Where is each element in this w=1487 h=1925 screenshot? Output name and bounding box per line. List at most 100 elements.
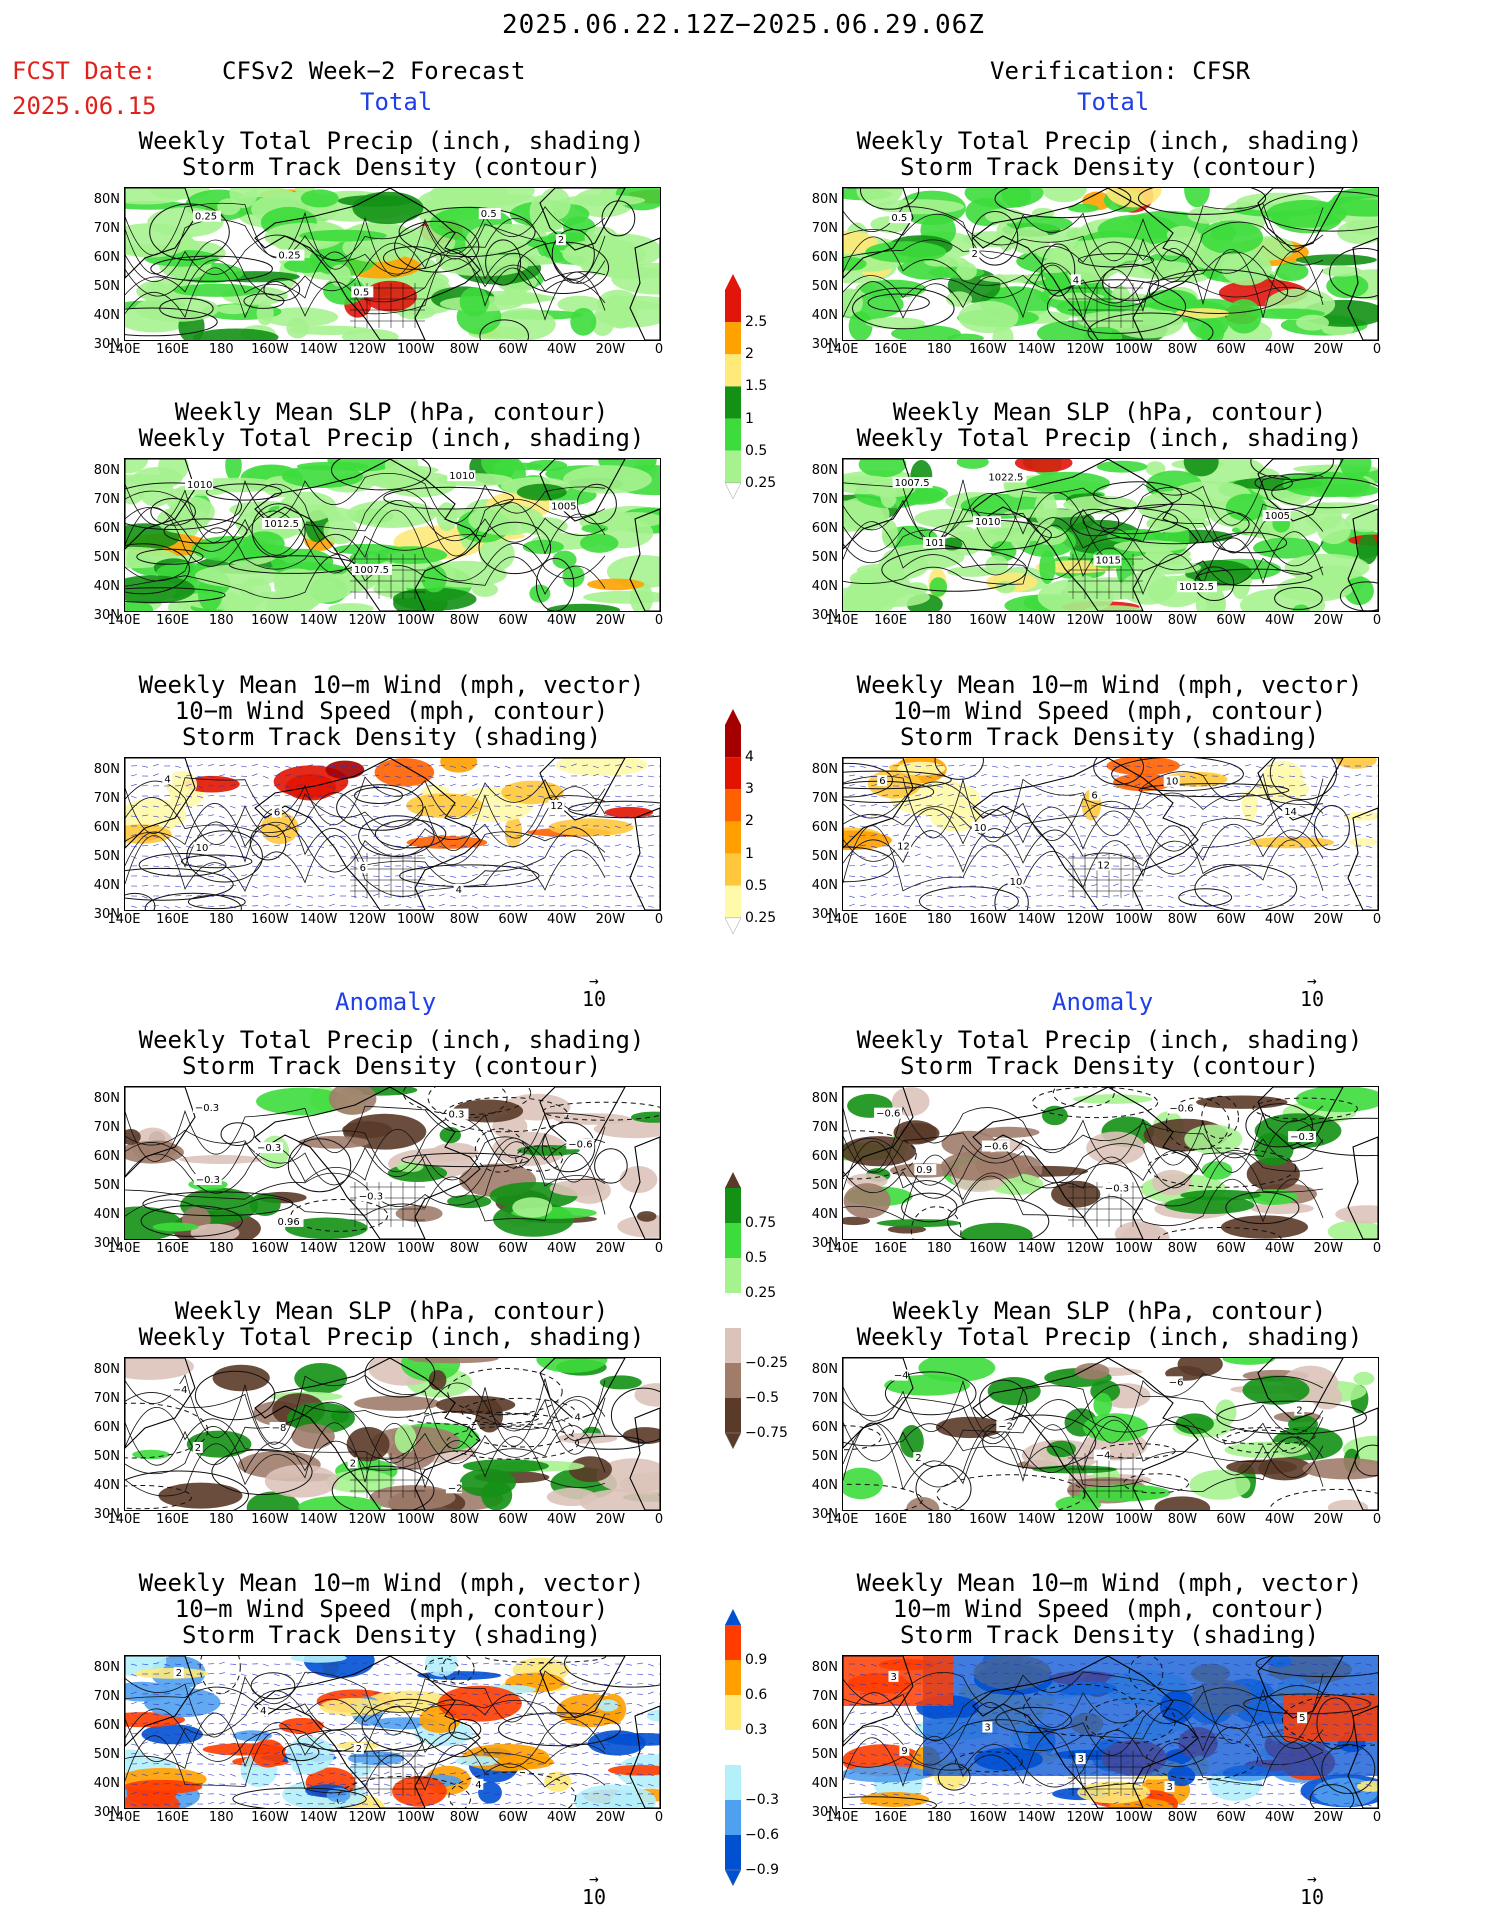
longitude-tick-label: 160W: [969, 342, 1007, 357]
longitude-tick-label: 20W: [595, 613, 626, 628]
contour-label: 2: [1296, 1406, 1302, 1417]
latitude-tick-label: 50N: [93, 550, 120, 565]
panel-title-line: Weekly Mean SLP (hPa, contour): [174, 398, 609, 426]
longitude-tick-label: 120W: [348, 613, 386, 628]
longitude-tick-label: 0: [1372, 912, 1382, 927]
map-field-plot: 2 4 2 4: [125, 1656, 660, 1808]
colorbar-label: −0.25: [745, 1355, 788, 1371]
contour-label: −0.6: [984, 1142, 1008, 1153]
longitude-tick-label: 160W: [969, 912, 1007, 927]
contour-label: 0.5: [353, 287, 369, 298]
longitude-tick-label: 100W: [396, 1512, 435, 1527]
contour-label: 3: [891, 1672, 897, 1683]
contour-label: 6: [274, 808, 280, 819]
longitude-tick-label: 40W: [1265, 1810, 1295, 1825]
latitude-tick-label: 50N: [811, 1747, 838, 1762]
longitude-tick-label: 80W: [449, 1810, 480, 1825]
panel-title-line: Weekly Mean 10−m Wind (mph, vector): [138, 671, 645, 699]
panel-title-line: Storm Track Density (shading): [899, 1621, 1320, 1649]
longitude-tick-label: 80W: [1167, 1241, 1198, 1256]
longitude-tick-label: 160E: [874, 912, 908, 927]
longitude-tick-label: 140W: [1017, 1512, 1056, 1527]
precip-anomaly-colorbar: [724, 1172, 742, 1450]
panel-title-line: Weekly Mean 10−m Wind (mph, vector): [856, 671, 1363, 699]
vector-reference-arrow: → 10: [1299, 1869, 1325, 1910]
latitude-tick-label: 60N: [811, 1420, 838, 1435]
vector-reference-value: 10: [581, 1885, 607, 1909]
longitude-tick-label: 100W: [1114, 912, 1153, 927]
longitude-tick-label: 40W: [1265, 1241, 1295, 1256]
verification-a2-map-panel: −4 −2 −4 −6 2 2: [842, 1357, 1379, 1511]
longitude-tick-label: 140E: [107, 1241, 141, 1256]
longitude-tick-label: 80W: [1167, 1810, 1198, 1825]
contour-label: 2: [195, 1443, 201, 1454]
longitude-tick-label: 0: [654, 912, 664, 927]
latitude-tick-label: 70N: [811, 1689, 838, 1704]
longitude-tick-label: 140W: [299, 1241, 338, 1256]
verification-t2-map-panel: 1007.5 1010 1015 1012.5 1005 101 1022.5: [842, 458, 1379, 612]
longitude-tick-label: 60W: [498, 1241, 528, 1256]
latitude-tick-label: 70N: [811, 492, 838, 507]
contour-label: 1010: [187, 480, 212, 491]
fcst-date-label: FCST Date:: [12, 57, 157, 85]
longitude-tick-label: 60W: [1216, 1512, 1246, 1527]
contour-label: −0.3: [257, 1143, 281, 1154]
contour-label: 10: [1010, 877, 1023, 888]
latitude-tick-label: 30N: [811, 1507, 838, 1522]
longitude-tick-label: 0: [654, 1810, 664, 1825]
longitude-tick-label: 160E: [874, 613, 908, 628]
panel-title-line: Weekly Total Precip (inch, shading): [856, 1323, 1363, 1351]
longitude-tick-label: 80W: [449, 1512, 480, 1527]
contour-label: 1005: [551, 501, 576, 512]
longitude-tick-label: 120W: [348, 1810, 386, 1825]
longitude-tick-label: 20W: [1313, 912, 1344, 927]
longitude-tick-label: 140E: [107, 1810, 141, 1825]
longitude-tick-label: 180: [208, 342, 234, 357]
longitude-tick-label: 40W: [1265, 342, 1295, 357]
latitude-tick-label: 40N: [811, 308, 838, 323]
longitude-tick-label: 160E: [156, 613, 190, 628]
longitude-tick-label: 140E: [825, 1241, 859, 1256]
longitude-tick-label: 60W: [498, 1512, 528, 1527]
contour-label: −8: [272, 1423, 287, 1434]
map-field-plot: 0.5 2 4: [843, 188, 1378, 340]
latitude-tick-label: 40N: [93, 308, 120, 323]
longitude-tick-label: 140W: [299, 613, 338, 628]
panel-title-line: Weekly Total Precip (inch, shading): [138, 127, 645, 155]
latitude-tick-label: 40N: [811, 1207, 838, 1222]
longitude-tick-label: 120W: [1066, 1512, 1104, 1527]
longitude-tick-label: 100W: [396, 613, 435, 628]
latitude-tick-label: 40N: [93, 1478, 120, 1493]
latitude-tick-label: 30N: [93, 1236, 120, 1251]
panel-title-line: Weekly Mean SLP (hPa, contour): [892, 1297, 1327, 1325]
contour-label: −0.3: [1290, 1132, 1314, 1143]
forecast-column-title: CFSv2 Week−2 Forecast: [222, 57, 526, 85]
longitude-tick-label: 140E: [825, 342, 859, 357]
panel-title-line: Weekly Mean SLP (hPa, contour): [892, 398, 1327, 426]
longitude-tick-label: 60W: [498, 342, 528, 357]
map-field-plot: −0.3 −0.3 −0.3 0.3 −0.6 −0.3 0.96: [125, 1087, 660, 1239]
latitude-tick-label: 30N: [811, 907, 838, 922]
longitude-tick-label: 20W: [595, 1810, 626, 1825]
latitude-tick-label: 50N: [93, 1449, 120, 1464]
longitude-tick-label: 140E: [107, 613, 141, 628]
longitude-tick-label: 180: [926, 1512, 952, 1527]
vector-reference-arrow: → 10: [1299, 971, 1325, 1012]
latitude-tick-label: 80N: [811, 1362, 838, 1377]
fcst-date-value: 2025.06.15: [12, 92, 157, 120]
contour-label: 2: [915, 1453, 921, 1464]
longitude-tick-label: 100W: [396, 1241, 435, 1256]
contour-label: 14: [1284, 807, 1297, 818]
contour-label: −2: [448, 1483, 463, 1494]
longitude-tick-label: 140W: [1017, 1241, 1056, 1256]
contour-label: −0.3: [196, 1175, 220, 1186]
longitude-tick-label: 140W: [1017, 613, 1056, 628]
longitude-tick-label: 140W: [299, 1512, 338, 1527]
map-field-plot: 1007.5 1010 1015 1012.5 1005 101 1022.5: [843, 459, 1378, 611]
colorbar-label: −0.3: [745, 1792, 779, 1808]
longitude-tick-label: 120W: [348, 1241, 386, 1256]
longitude-tick-label: 80W: [449, 1241, 480, 1256]
latitude-tick-label: 70N: [93, 1120, 120, 1135]
longitude-tick-label: 60W: [1216, 912, 1246, 927]
longitude-tick-label: 0: [654, 1241, 664, 1256]
